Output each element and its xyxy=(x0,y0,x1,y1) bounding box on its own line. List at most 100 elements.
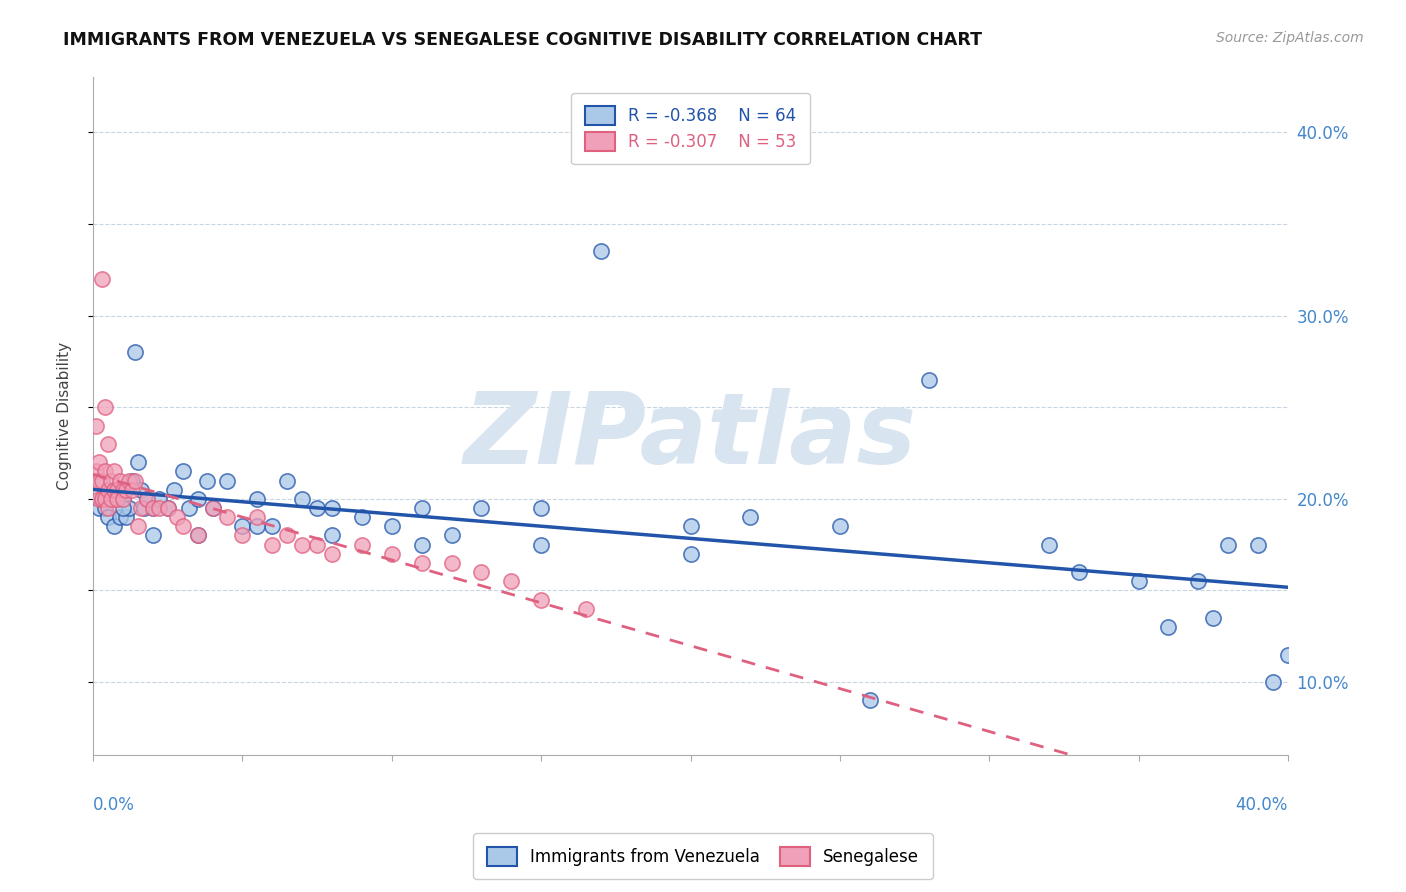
Point xyxy=(187,491,209,506)
Point xyxy=(918,373,941,387)
Point xyxy=(105,491,128,506)
Point xyxy=(276,474,298,488)
Point xyxy=(94,464,117,478)
Point xyxy=(121,483,143,497)
Point xyxy=(411,556,433,570)
Point xyxy=(217,474,239,488)
Point xyxy=(1277,648,1299,662)
Point xyxy=(470,565,492,579)
Point xyxy=(1067,565,1090,579)
Text: Source: ZipAtlas.com: Source: ZipAtlas.com xyxy=(1216,31,1364,45)
Point xyxy=(470,501,492,516)
Point xyxy=(575,601,598,615)
Point xyxy=(276,528,298,542)
Point xyxy=(111,491,134,506)
Point xyxy=(100,491,122,506)
Point xyxy=(100,491,122,506)
Point xyxy=(121,474,143,488)
Point xyxy=(381,547,404,561)
Point xyxy=(530,501,553,516)
Point xyxy=(1128,574,1150,589)
Point xyxy=(411,538,433,552)
Text: IMMIGRANTS FROM VENEZUELA VS SENEGALESE COGNITIVE DISABILITY CORRELATION CHART: IMMIGRANTS FROM VENEZUELA VS SENEGALESE … xyxy=(63,31,983,49)
Point xyxy=(740,510,762,524)
Point xyxy=(1247,538,1270,552)
Point xyxy=(87,474,110,488)
Point xyxy=(440,528,463,542)
Point xyxy=(246,510,269,524)
Point xyxy=(381,519,404,533)
Point xyxy=(105,491,128,506)
Point xyxy=(142,501,165,516)
Point xyxy=(127,519,149,533)
Point xyxy=(103,483,125,497)
Point xyxy=(321,547,343,561)
Point xyxy=(231,528,253,542)
Point xyxy=(135,491,157,506)
Point xyxy=(97,501,120,516)
Point xyxy=(148,491,170,506)
Point xyxy=(530,538,553,552)
Point xyxy=(859,693,882,707)
Point xyxy=(132,501,155,516)
Y-axis label: Cognitive Disability: Cognitive Disability xyxy=(58,343,72,491)
Point xyxy=(291,538,314,552)
Point xyxy=(350,510,373,524)
Point xyxy=(201,501,224,516)
Point xyxy=(111,483,134,497)
Point xyxy=(108,474,131,488)
Point xyxy=(679,519,702,533)
Point xyxy=(262,519,284,533)
Point xyxy=(307,501,329,516)
Point xyxy=(97,437,120,451)
Point xyxy=(195,474,218,488)
Point xyxy=(94,401,117,415)
Point xyxy=(108,510,131,524)
Point xyxy=(91,272,114,286)
Point xyxy=(828,519,851,533)
Point xyxy=(1157,620,1180,634)
Point xyxy=(262,538,284,552)
Point xyxy=(142,528,165,542)
Point xyxy=(94,491,117,506)
Point xyxy=(307,538,329,552)
Point xyxy=(87,491,110,506)
Point xyxy=(1202,611,1225,625)
Point xyxy=(91,491,114,506)
Point xyxy=(1038,538,1060,552)
Point xyxy=(411,501,433,516)
Point xyxy=(201,501,224,516)
Point xyxy=(172,464,194,478)
Legend: R = -0.368    N = 64, R = -0.307    N = 53: R = -0.368 N = 64, R = -0.307 N = 53 xyxy=(571,93,810,164)
Text: ZIPatlas: ZIPatlas xyxy=(464,388,917,485)
Point xyxy=(118,501,141,516)
Point xyxy=(172,519,194,533)
Point xyxy=(246,491,269,506)
Point xyxy=(94,501,117,516)
Point xyxy=(321,501,343,516)
Point xyxy=(97,510,120,524)
Point xyxy=(84,418,107,433)
Point xyxy=(111,491,134,506)
Point xyxy=(440,556,463,570)
Point xyxy=(87,455,110,469)
Point xyxy=(124,474,146,488)
Point xyxy=(291,491,314,506)
Point xyxy=(127,455,149,469)
Point xyxy=(118,474,141,488)
Point xyxy=(148,501,170,516)
Point xyxy=(187,528,209,542)
Point xyxy=(156,501,179,516)
Point xyxy=(115,483,138,497)
Point xyxy=(217,510,239,524)
Point xyxy=(87,501,110,516)
Point xyxy=(84,464,107,478)
Point xyxy=(530,592,553,607)
Point xyxy=(91,491,114,506)
Point xyxy=(142,501,165,516)
Point xyxy=(231,519,253,533)
Point xyxy=(163,483,186,497)
Point xyxy=(103,519,125,533)
Legend: Immigrants from Venezuela, Senegalese: Immigrants from Venezuela, Senegalese xyxy=(474,833,932,880)
Point xyxy=(1261,675,1284,690)
